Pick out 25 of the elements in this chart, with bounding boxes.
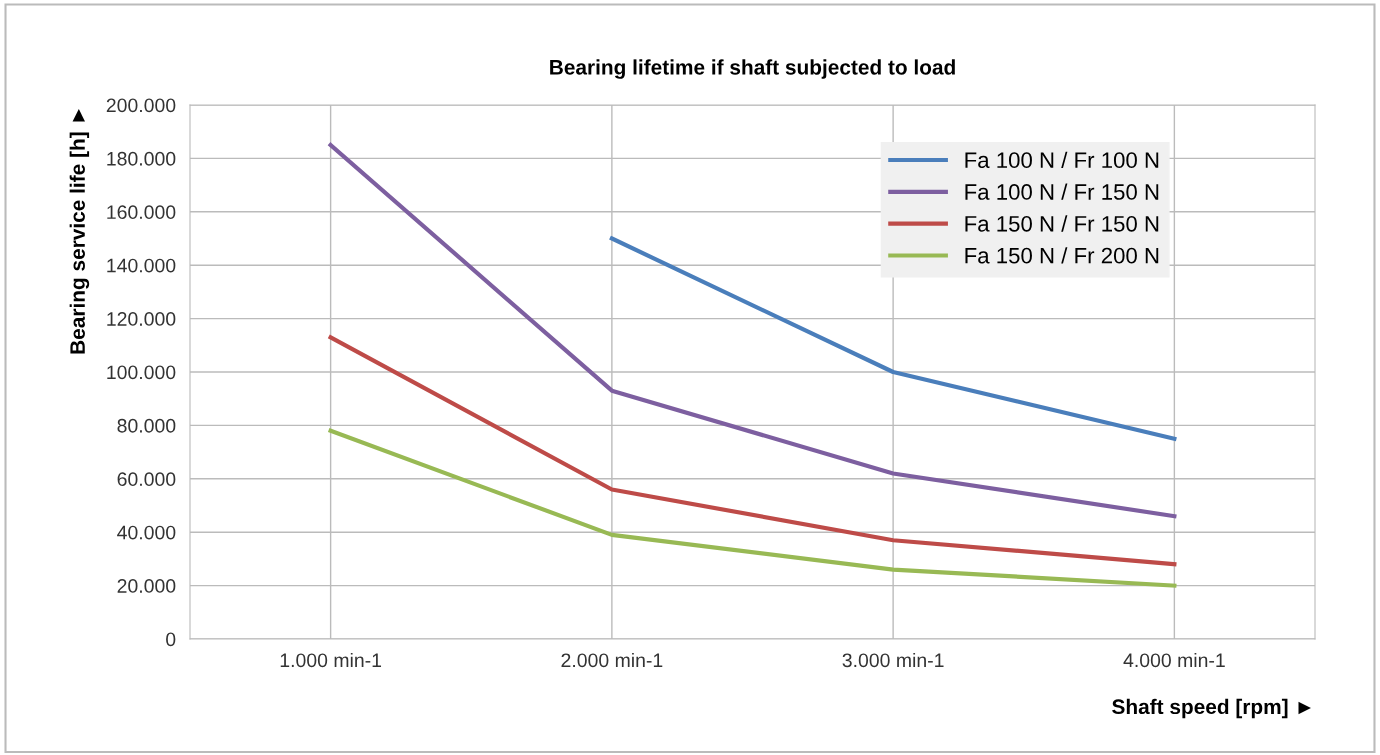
legend-label: Fa 100 N / Fr 150 N <box>965 183 1159 200</box>
line-series <box>328 335 1177 567</box>
line-series <box>328 142 1177 519</box>
chart-title: Bearing lifetime if shaft subjected to load <box>550 59 955 79</box>
y-tick-label: 0 <box>166 632 176 647</box>
y-tick-label: 160.000 <box>107 205 176 220</box>
legend-label: Fa 150 N / Fr 150 N <box>965 215 1159 232</box>
y-tick-label: 80.000 <box>117 418 176 433</box>
x-tick-label: 2.000 min-1 <box>561 652 663 668</box>
y-tick-label: 180.000 <box>107 151 176 166</box>
x-tick-label: 3.000 min-1 <box>842 652 944 668</box>
y-tick-label: 20.000 <box>117 579 176 593</box>
y-tick-label: 100.000 <box>107 365 176 380</box>
y-tick-label: 120.000 <box>107 312 176 326</box>
y-tick-label: 40.000 <box>117 525 176 540</box>
y-tick-label: 60.000 <box>117 472 176 487</box>
x-tick-label: 4.000 min-1 <box>1123 652 1225 668</box>
y-axis-title: Bearing service life [h] ► <box>69 109 90 354</box>
legend-label: Fa 150 N / Fr 200 N <box>965 247 1159 264</box>
x-axis-title: Shaft speed [rpm] ► <box>1112 698 1311 719</box>
line-series <box>328 428 1177 588</box>
y-tick-label: 140.000 <box>107 258 176 273</box>
x-tick-label: 1.000 min-1 <box>280 652 382 668</box>
legend-label: Fa 100 N / Fr 100 N <box>965 151 1159 169</box>
y-tick-label: 200.000 <box>106 98 176 113</box>
